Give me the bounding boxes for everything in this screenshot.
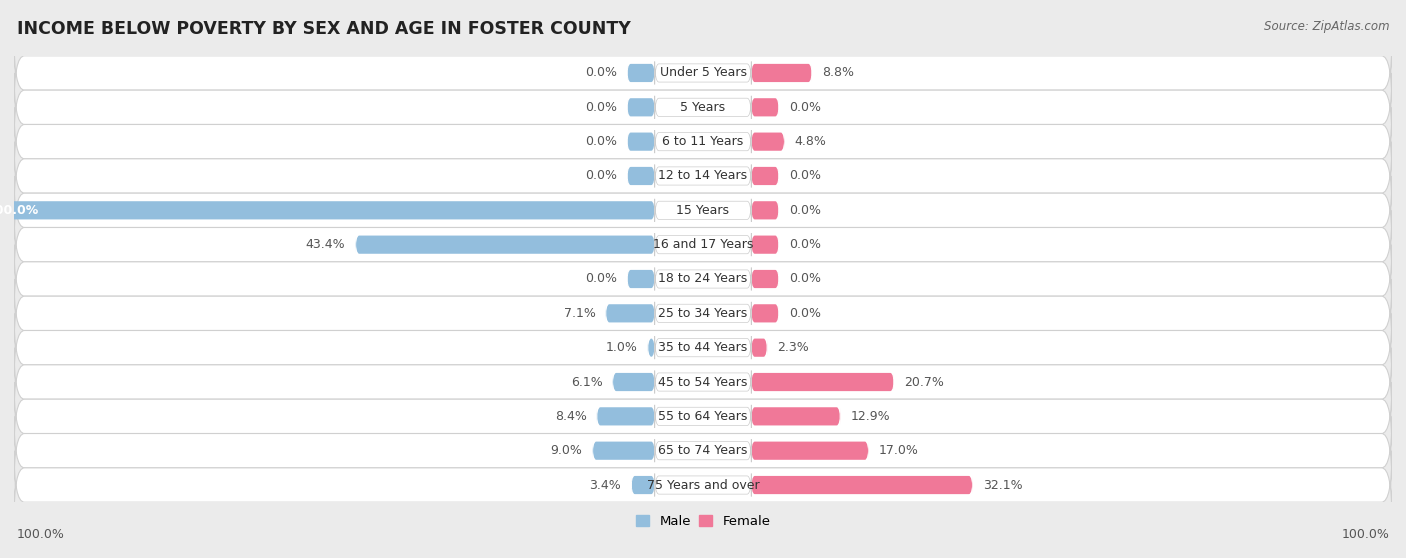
- Text: 35 to 44 Years: 35 to 44 Years: [658, 341, 748, 354]
- FancyBboxPatch shape: [655, 199, 751, 222]
- Text: 6.1%: 6.1%: [571, 376, 602, 388]
- FancyBboxPatch shape: [627, 167, 655, 185]
- Text: 0.0%: 0.0%: [789, 307, 821, 320]
- Text: 6 to 11 Years: 6 to 11 Years: [662, 135, 744, 148]
- FancyBboxPatch shape: [751, 476, 973, 494]
- Text: 100.0%: 100.0%: [17, 528, 65, 541]
- FancyBboxPatch shape: [593, 441, 655, 460]
- Text: Under 5 Years: Under 5 Years: [659, 66, 747, 79]
- Text: 0.0%: 0.0%: [789, 101, 821, 114]
- FancyBboxPatch shape: [751, 339, 768, 357]
- Text: 2.3%: 2.3%: [778, 341, 810, 354]
- FancyBboxPatch shape: [751, 373, 894, 391]
- Text: 0.0%: 0.0%: [585, 272, 617, 286]
- FancyBboxPatch shape: [356, 235, 655, 254]
- FancyBboxPatch shape: [655, 130, 751, 153]
- FancyBboxPatch shape: [655, 267, 751, 291]
- FancyBboxPatch shape: [598, 407, 655, 425]
- Text: 20.7%: 20.7%: [904, 376, 943, 388]
- Text: 17.0%: 17.0%: [879, 444, 918, 457]
- Text: 0.0%: 0.0%: [585, 101, 617, 114]
- Text: 75 Years and over: 75 Years and over: [647, 479, 759, 492]
- FancyBboxPatch shape: [631, 476, 655, 494]
- Text: 43.4%: 43.4%: [307, 238, 346, 251]
- Text: 0.0%: 0.0%: [789, 272, 821, 286]
- FancyBboxPatch shape: [655, 302, 751, 325]
- FancyBboxPatch shape: [655, 233, 751, 256]
- Text: 65 to 74 Years: 65 to 74 Years: [658, 444, 748, 457]
- Text: 3.4%: 3.4%: [589, 479, 621, 492]
- FancyBboxPatch shape: [751, 270, 779, 288]
- FancyBboxPatch shape: [14, 39, 1392, 107]
- FancyBboxPatch shape: [627, 133, 655, 151]
- Text: 1.0%: 1.0%: [606, 341, 637, 354]
- FancyBboxPatch shape: [751, 167, 779, 185]
- FancyBboxPatch shape: [655, 371, 751, 393]
- FancyBboxPatch shape: [627, 270, 655, 288]
- FancyBboxPatch shape: [751, 304, 779, 323]
- Text: 25 to 34 Years: 25 to 34 Years: [658, 307, 748, 320]
- FancyBboxPatch shape: [14, 244, 1392, 314]
- FancyBboxPatch shape: [14, 314, 1392, 382]
- Text: 0.0%: 0.0%: [585, 135, 617, 148]
- Text: 16 and 17 Years: 16 and 17 Years: [652, 238, 754, 251]
- Text: 18 to 24 Years: 18 to 24 Years: [658, 272, 748, 286]
- FancyBboxPatch shape: [14, 416, 1392, 485]
- Text: INCOME BELOW POVERTY BY SEX AND AGE IN FOSTER COUNTY: INCOME BELOW POVERTY BY SEX AND AGE IN F…: [17, 20, 631, 37]
- FancyBboxPatch shape: [655, 61, 751, 84]
- Text: 8.4%: 8.4%: [555, 410, 586, 423]
- FancyBboxPatch shape: [14, 348, 1392, 416]
- FancyBboxPatch shape: [14, 176, 1392, 244]
- FancyBboxPatch shape: [655, 405, 751, 428]
- Text: 0.0%: 0.0%: [789, 170, 821, 182]
- Text: 12 to 14 Years: 12 to 14 Years: [658, 170, 748, 182]
- FancyBboxPatch shape: [751, 133, 785, 151]
- Text: 5 Years: 5 Years: [681, 101, 725, 114]
- Text: 45 to 54 Years: 45 to 54 Years: [658, 376, 748, 388]
- FancyBboxPatch shape: [14, 210, 1392, 279]
- FancyBboxPatch shape: [0, 201, 655, 219]
- Text: 0.0%: 0.0%: [585, 170, 617, 182]
- FancyBboxPatch shape: [655, 165, 751, 187]
- FancyBboxPatch shape: [627, 98, 655, 117]
- Text: 0.0%: 0.0%: [585, 66, 617, 79]
- FancyBboxPatch shape: [655, 336, 751, 359]
- FancyBboxPatch shape: [14, 142, 1392, 210]
- FancyBboxPatch shape: [606, 304, 655, 323]
- Text: 100.0%: 100.0%: [1341, 528, 1389, 541]
- FancyBboxPatch shape: [648, 339, 655, 357]
- Text: 100.0%: 100.0%: [0, 204, 39, 217]
- Text: 12.9%: 12.9%: [851, 410, 890, 423]
- Text: 7.1%: 7.1%: [564, 307, 596, 320]
- Text: 9.0%: 9.0%: [551, 444, 582, 457]
- FancyBboxPatch shape: [627, 64, 655, 82]
- Text: 4.8%: 4.8%: [794, 135, 827, 148]
- Text: 8.8%: 8.8%: [823, 66, 855, 79]
- FancyBboxPatch shape: [655, 439, 751, 462]
- FancyBboxPatch shape: [751, 441, 869, 460]
- FancyBboxPatch shape: [751, 64, 811, 82]
- FancyBboxPatch shape: [751, 407, 841, 425]
- Text: 0.0%: 0.0%: [789, 204, 821, 217]
- Text: 15 Years: 15 Years: [676, 204, 730, 217]
- Text: Source: ZipAtlas.com: Source: ZipAtlas.com: [1264, 20, 1389, 32]
- FancyBboxPatch shape: [14, 382, 1392, 451]
- FancyBboxPatch shape: [613, 373, 655, 391]
- FancyBboxPatch shape: [14, 451, 1392, 519]
- FancyBboxPatch shape: [655, 474, 751, 497]
- FancyBboxPatch shape: [14, 279, 1392, 348]
- FancyBboxPatch shape: [751, 98, 779, 117]
- Legend: Male, Female: Male, Female: [630, 510, 776, 533]
- FancyBboxPatch shape: [14, 73, 1392, 142]
- FancyBboxPatch shape: [14, 107, 1392, 176]
- FancyBboxPatch shape: [751, 235, 779, 254]
- Text: 0.0%: 0.0%: [789, 238, 821, 251]
- Text: 55 to 64 Years: 55 to 64 Years: [658, 410, 748, 423]
- Text: 32.1%: 32.1%: [983, 479, 1022, 492]
- FancyBboxPatch shape: [655, 96, 751, 119]
- FancyBboxPatch shape: [751, 201, 779, 219]
